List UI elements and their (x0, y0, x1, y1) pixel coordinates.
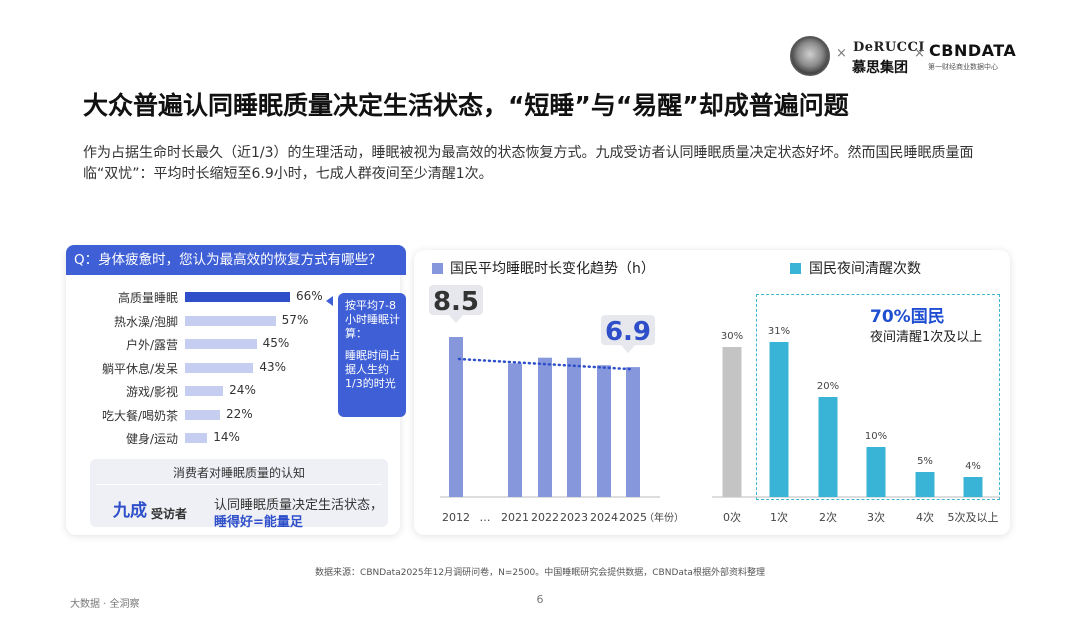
recovery-bar (185, 315, 276, 326)
recovery-value-label: 14% (213, 430, 240, 444)
wake-value-label: 10% (865, 431, 887, 442)
duration-bar (626, 367, 640, 497)
recovery-value-label: 66% (296, 289, 323, 303)
wake-bar (769, 342, 789, 497)
page-number: 6 (536, 593, 544, 606)
recognition-box (90, 459, 388, 527)
wake-value-label: 30% (721, 331, 743, 342)
question-banner: Q：身体疲惫时，您认为最高效的恢复方式有哪些？ (66, 245, 406, 275)
recovery-category-label: 热水澡/泡脚 (113, 314, 178, 329)
wake-highlight-percent: 70%国民 (870, 307, 945, 327)
duration-year-label: … (480, 511, 491, 524)
wake-value-label: 31% (768, 326, 790, 337)
cbndata-logo: CBNDATA (929, 41, 1017, 60)
wake-category-label: 5次及以上 (948, 510, 999, 524)
intro-paragraph: 作为占据生命时长最久（近1/3）的生理活动，睡眠被视为最高效的状态恢复方式。九成… (83, 145, 974, 182)
wake-category-label: 3次 (867, 510, 885, 524)
recovery-bar (185, 292, 290, 302)
wake-bar (963, 477, 983, 497)
wake-highlight-text: 夜间清醒1次及以上 (870, 330, 983, 345)
recovery-category-label: 游戏/影视 (125, 385, 178, 399)
duration-bar (449, 337, 463, 497)
recognition-title: 消费者对睡眠质量的认知 (172, 466, 305, 480)
wake-category-label: 2次 (819, 510, 837, 524)
recovery-bar (185, 386, 224, 396)
wake-category-label: 0次 (723, 510, 741, 524)
derucci-logo-text: DeRUCCI (853, 40, 925, 55)
callout-text-calc: 按平均7-8小时睡眠计算： (345, 299, 400, 340)
recognition-respondents: 受访者 (151, 507, 188, 521)
duration-trend-line (457, 357, 632, 371)
wake-chart-title: 国民夜间清醒次数 (809, 261, 921, 277)
recovery-value-label: 22% (226, 406, 253, 421)
duration-year-label: 2024 (590, 511, 618, 524)
derucci-group-text: 慕思集团 (852, 60, 908, 76)
wake-value-label: 4% (965, 461, 981, 472)
recovery-bar (185, 362, 254, 373)
data-source-note: 数据来源：CBNData2025年12月调研问卷，N=2500。中国睡眠研究会提… (315, 568, 765, 578)
duration-year-label: 2022 (531, 511, 559, 524)
wake-bar (818, 397, 838, 497)
wake-bar (866, 447, 886, 497)
recognition-ninety-percent: 九成 (113, 501, 147, 521)
recovery-category-label: 躺平休息/发呆 (101, 361, 178, 376)
duration-year-unit: （年份） (644, 511, 684, 524)
duration-chart-title: 国民平均睡眠时长变化趋势（h） (450, 261, 655, 277)
callout-text-life: 睡眠时间占据人生约1/3的时光 (345, 349, 400, 390)
derucci-emblem-logo (790, 36, 830, 76)
wake-value-label: 5% (917, 456, 933, 467)
footer-slogan: 大数据 · 全洞察 (70, 599, 140, 610)
recovery-category-label: 健身/运动 (125, 432, 178, 446)
wake-value-label: 20% (817, 381, 839, 392)
recovery-value-label: 24% (229, 383, 256, 397)
wake-category-label: 4次 (916, 510, 934, 524)
recovery-bar (185, 433, 208, 443)
callout-pointer (326, 296, 333, 306)
wake-bar (915, 472, 935, 497)
duration-value-box (429, 285, 483, 315)
page-title: 大众普遍认同睡眠质量决定生活状态，“短睡”与“易醒”却成普遍问题 (83, 91, 849, 120)
wake-bar (722, 347, 742, 497)
duration-year-label: 2023 (560, 511, 588, 524)
duration-value-pointer (449, 315, 463, 323)
recovery-value-label: 43% (259, 359, 287, 374)
duration-bar (508, 363, 522, 497)
duration-year-label: 2012 (442, 511, 470, 524)
recovery-category-label: 吃大餐/喝奶茶 (101, 408, 178, 423)
duration-bar (538, 357, 552, 497)
recognition-divider (96, 484, 382, 485)
duration-value-box (601, 315, 655, 346)
duration-year-label: 2021 (501, 511, 529, 524)
recovery-category-label: 高质量睡眠 (117, 291, 178, 305)
cbndata-logo-subtitle: 第一财经商业数据中心 (928, 63, 998, 71)
recovery-value-label: 57% (281, 312, 309, 327)
recovery-category-label: 户外/露营 (125, 338, 178, 352)
sleep-share-callout: 按平均7-8小时睡眠计算： 睡眠时间占据人生约1/3的时光 (338, 293, 406, 417)
duration-year-label: 2025 (619, 511, 647, 524)
duration-legend-swatch (432, 263, 443, 274)
recovery-bar (185, 409, 220, 420)
recovery-bar (185, 339, 257, 349)
wake-legend-swatch (790, 263, 801, 274)
duration-value-label: 6.9 (605, 317, 651, 347)
wake-highlight-box (756, 294, 1000, 500)
duration-value-label: 8.5 (433, 287, 479, 317)
recovery-value-label: 45% (262, 336, 290, 350)
duration-bar (567, 357, 581, 497)
recognition-emphasis: 睡得好=能量足 (214, 515, 303, 530)
logo-separator: × (836, 46, 847, 61)
recognition-description: 认同睡眠质量决定生活状态， (214, 498, 384, 513)
logo-separator: × (914, 46, 925, 61)
duration-value-pointer (621, 345, 635, 354)
duration-bar (597, 365, 611, 497)
wake-category-label: 1次 (770, 510, 788, 524)
